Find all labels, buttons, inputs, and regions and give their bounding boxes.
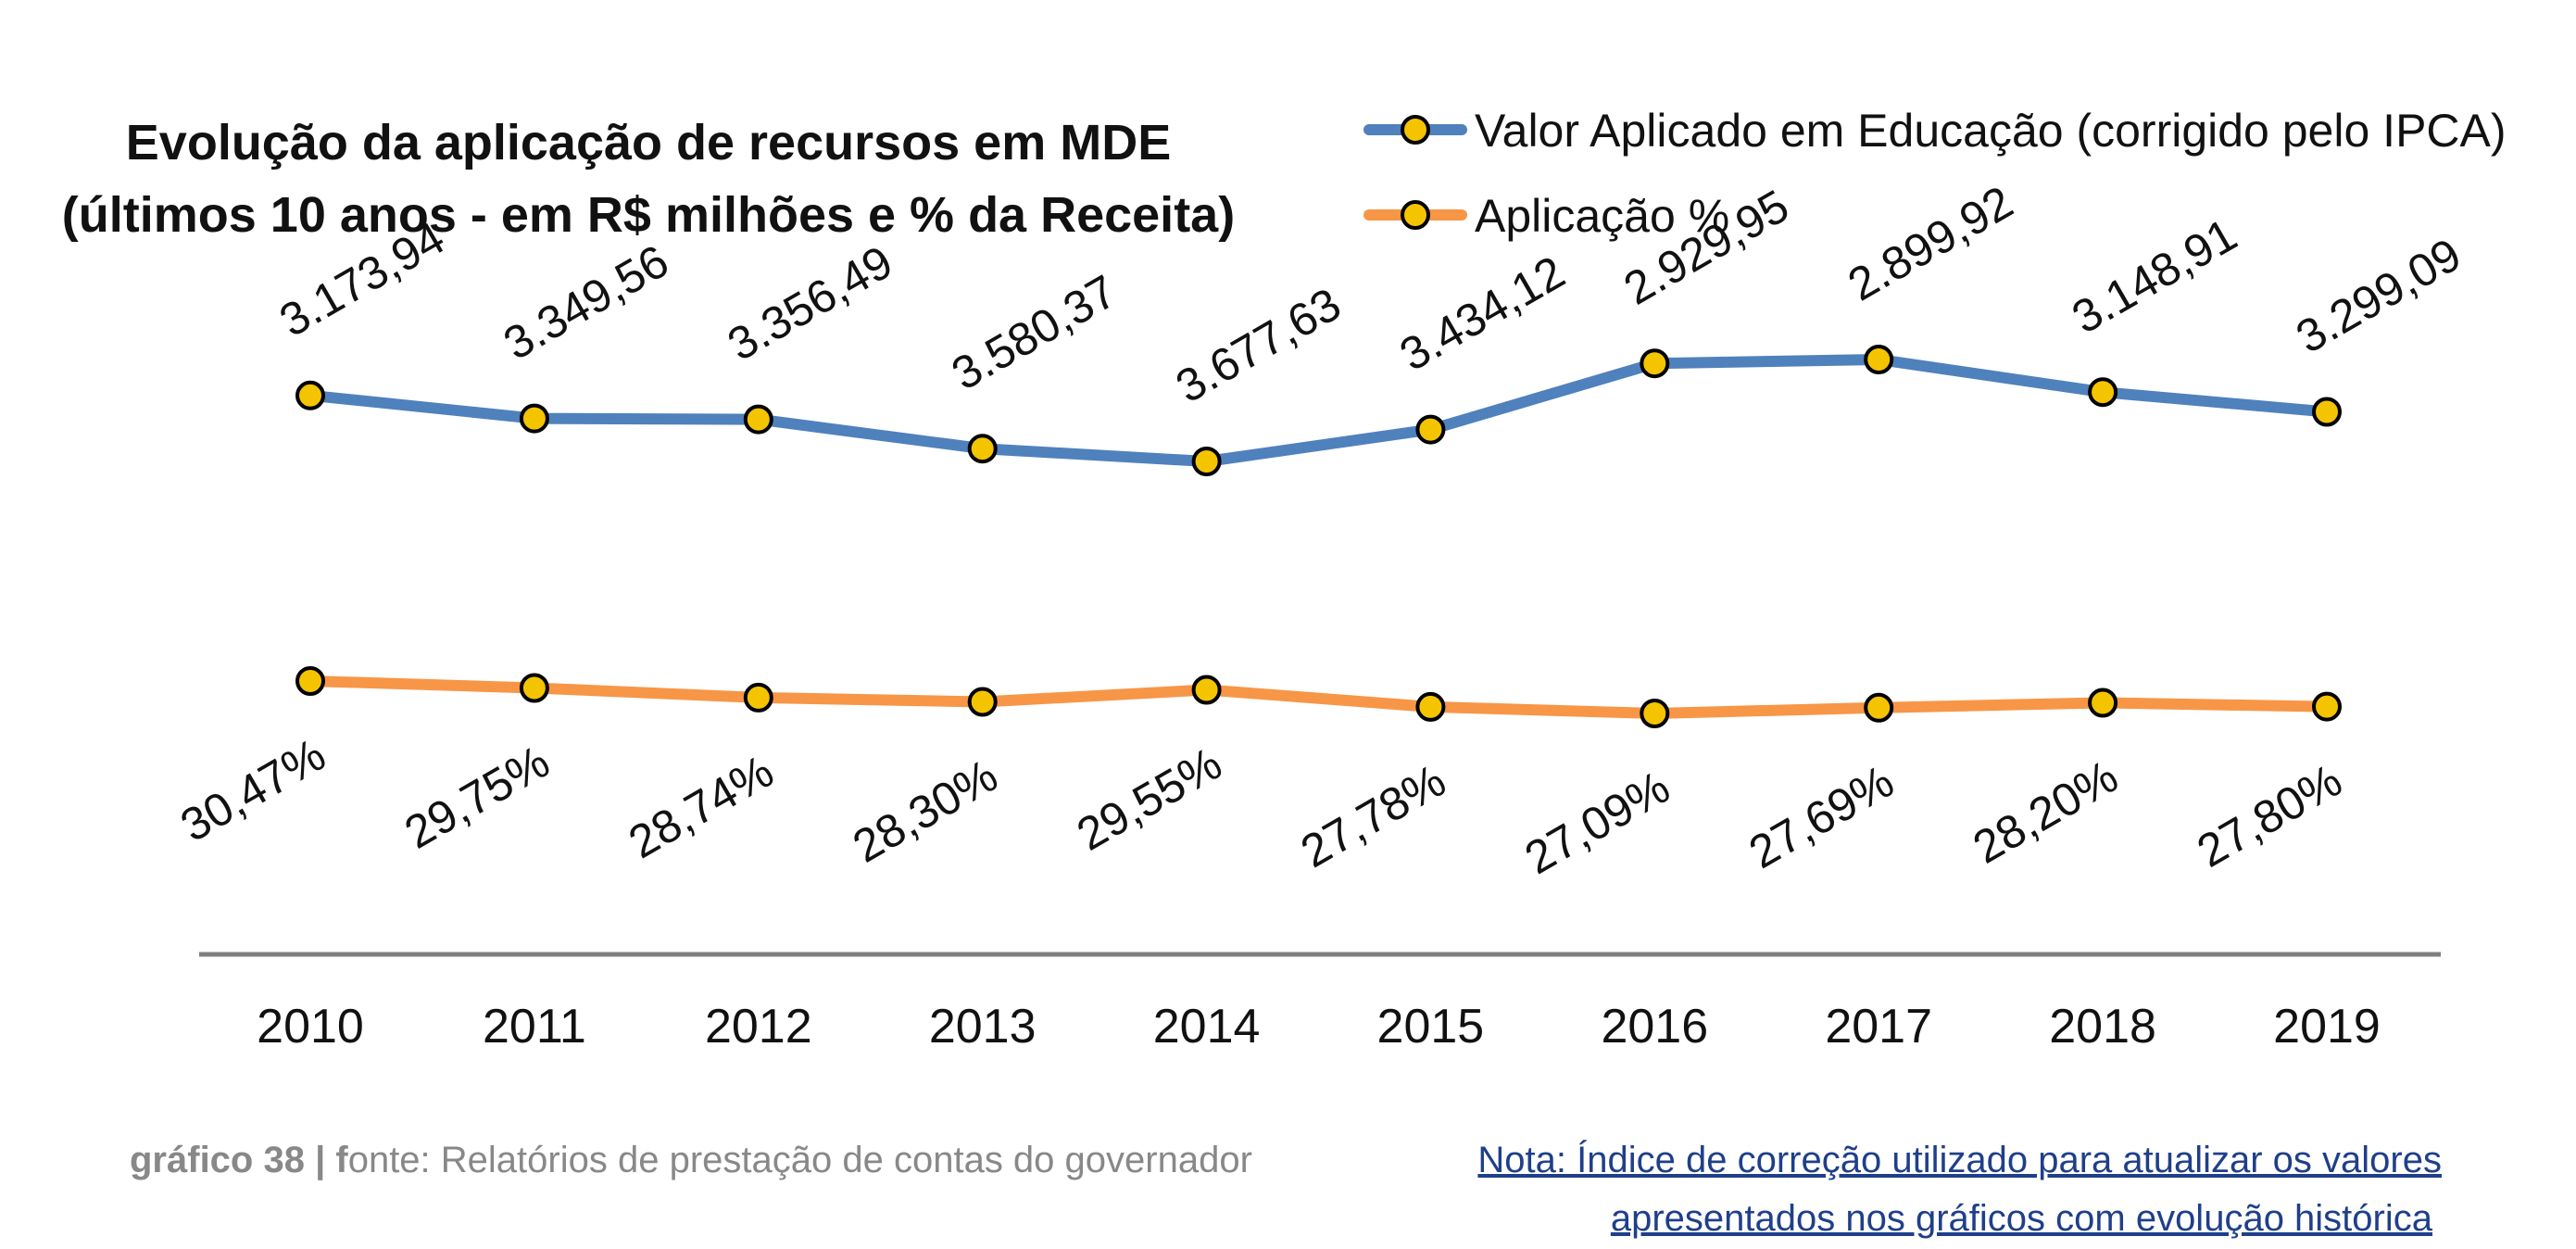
chart-source: gráfico 38 | fonte: Relatórios de presta… bbox=[130, 1140, 1252, 1180]
legend-item-aplicacao: Aplicação % bbox=[1363, 190, 1729, 242]
data-label-s1-2012: 28,74% bbox=[620, 745, 782, 868]
data-label-s0-2011: 3.349,56 bbox=[495, 234, 677, 370]
data-point-s1-2016 bbox=[1640, 699, 1670, 728]
legend-marker-aplicacao bbox=[1401, 200, 1430, 230]
data-label-s1-2016: 27,09% bbox=[1516, 761, 1678, 884]
series-line-1 bbox=[305, 675, 2332, 719]
data-point-s1-2015 bbox=[1415, 691, 1446, 722]
data-point-s0-2012 bbox=[743, 404, 773, 435]
data-label-s0-2019: 3.299,09 bbox=[2288, 228, 2470, 363]
data-point-s1-2011 bbox=[519, 673, 549, 703]
x-tick-2019: 2019 bbox=[2273, 1000, 2381, 1053]
x-tick-2012: 2012 bbox=[705, 1000, 812, 1053]
x-tick-2017: 2017 bbox=[1825, 1000, 1932, 1053]
legend: Valor Aplicado em Educação (corrigido pe… bbox=[1363, 105, 2507, 242]
series-line-0 bbox=[305, 354, 2332, 467]
data-point-s0-2017 bbox=[1864, 345, 1894, 374]
data-label-s1-2017: 27,69% bbox=[1740, 755, 1903, 878]
data-point-s1-2012 bbox=[743, 682, 773, 713]
data-point-s0-2013 bbox=[967, 434, 998, 464]
data-label-s0-2014: 3.677,63 bbox=[1167, 278, 1350, 413]
x-tick-2015: 2015 bbox=[1377, 1000, 1485, 1053]
chart-source-label: gráfico 38 | f bbox=[130, 1140, 348, 1180]
legend-label-aplicacao: Aplicação % bbox=[1475, 190, 1729, 242]
x-tick-2010: 2010 bbox=[257, 1000, 364, 1053]
data-label-s1-2011: 29,75% bbox=[396, 736, 559, 859]
x-tick-2011: 2011 bbox=[483, 1000, 586, 1053]
legend-item-valor: Valor Aplicado em Educação (corrigido pe… bbox=[1363, 105, 2507, 157]
data-point-s0-2014 bbox=[1191, 447, 1222, 476]
chart-title-line-1: Evolução da aplicação de recursos em MDE bbox=[126, 115, 1171, 170]
data-point-s0-2019 bbox=[2312, 397, 2342, 427]
x-tick-2013: 2013 bbox=[929, 1000, 1037, 1053]
data-label-s0-2015: 3.434,12 bbox=[1391, 246, 1574, 381]
data-label-s1-2019: 27,80% bbox=[2189, 754, 2351, 877]
x-tick-2016: 2016 bbox=[1601, 1000, 1708, 1053]
data-label-s1-2018: 28,20% bbox=[1965, 751, 2127, 874]
chart-title: Evolução da aplicação de recursos em MDE… bbox=[62, 115, 1235, 243]
data-point-s1-2019 bbox=[2312, 691, 2342, 722]
x-tick-2014: 2014 bbox=[1153, 1000, 1261, 1053]
data-point-s0-2015 bbox=[1415, 414, 1446, 445]
data-point-s0-2010 bbox=[295, 380, 325, 410]
data-point-s1-2017 bbox=[1864, 692, 1894, 723]
data-point-s1-2010 bbox=[295, 666, 325, 696]
data-label-s1-2015: 27,78% bbox=[1292, 754, 1454, 877]
data-point-s0-2011 bbox=[519, 403, 549, 434]
data-label-s0-2018: 3.148,91 bbox=[2064, 208, 2246, 344]
chart-source-text: onte: Relatórios de prestação de contas … bbox=[348, 1140, 1252, 1180]
chart-note-line-1: Nota: Índice de correção utilizado para … bbox=[1477, 1139, 2442, 1180]
data-point-s1-2018 bbox=[2088, 688, 2118, 718]
series-lines bbox=[305, 354, 2332, 719]
data-label-s0-2017: 2.899,92 bbox=[1840, 176, 2022, 311]
data-label-s0-2012: 3.356,49 bbox=[719, 235, 901, 371]
data-point-s1-2014 bbox=[1191, 675, 1222, 705]
data-label-s1-2014: 29,55% bbox=[1068, 738, 1230, 861]
series-labels: 3.173,94 3.349,56 3.356,49 3.580,37 3.677,63… bbox=[172, 176, 2469, 885]
series-markers bbox=[295, 345, 2342, 728]
data-label-s1-2013: 28,30% bbox=[844, 750, 1006, 873]
x-axis-ticks: 2010 2011 2012 2013 2014 2015 2016 2017 2018 2019 bbox=[257, 1000, 2381, 1053]
data-point-s0-2016 bbox=[1640, 348, 1670, 379]
legend-marker-valor bbox=[1401, 115, 1430, 145]
chart-note-line-2: apresentados nos gráficos com evolução h… bbox=[1611, 1198, 2433, 1239]
data-point-s0-2018 bbox=[2088, 377, 2118, 408]
legend-label-valor: Valor Aplicado em Educação (corrigido pe… bbox=[1475, 105, 2507, 157]
chart-title-line-2: (últimos 10 anos - em R$ milhões e % da … bbox=[62, 187, 1235, 243]
x-tick-2018: 2018 bbox=[2049, 1000, 2156, 1053]
data-label-s0-2013: 3.580,37 bbox=[943, 265, 1125, 400]
data-point-s1-2013 bbox=[967, 687, 998, 717]
data-label-s1-2010: 30,47% bbox=[172, 728, 334, 852]
